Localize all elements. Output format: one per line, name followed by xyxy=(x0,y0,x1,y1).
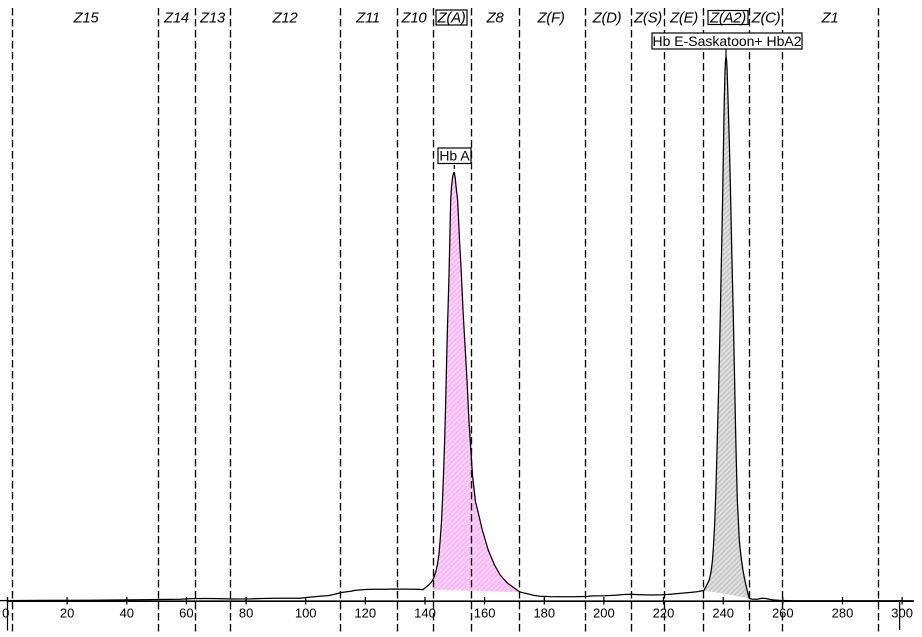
svg-text:300: 300 xyxy=(891,606,913,621)
svg-text:Z15: Z15 xyxy=(73,10,100,27)
svg-text:100: 100 xyxy=(295,606,317,621)
svg-text:Z(A): Z(A) xyxy=(437,10,466,27)
svg-text:Z12: Z12 xyxy=(272,10,299,27)
svg-text:120: 120 xyxy=(354,606,376,621)
svg-text:Z(S): Z(S) xyxy=(633,10,662,27)
svg-text:200: 200 xyxy=(593,606,615,621)
svg-text:40: 40 xyxy=(120,606,134,621)
svg-text:80: 80 xyxy=(239,606,253,621)
svg-text:160: 160 xyxy=(474,606,496,621)
svg-text:0: 0 xyxy=(2,606,9,621)
svg-text:20: 20 xyxy=(60,606,74,621)
svg-text:Z8: Z8 xyxy=(486,10,505,27)
svg-text:Z(E): Z(E) xyxy=(669,10,698,27)
svg-text:220: 220 xyxy=(653,606,675,621)
svg-text:260: 260 xyxy=(772,606,794,621)
svg-text:280: 280 xyxy=(832,606,854,621)
svg-text:Z14: Z14 xyxy=(163,10,189,27)
svg-text:Z(D): Z(D) xyxy=(592,10,622,27)
svg-text:Z(C): Z(C) xyxy=(751,10,781,27)
svg-text:60: 60 xyxy=(179,606,193,621)
svg-text:Z10: Z10 xyxy=(401,10,428,27)
svg-text:240: 240 xyxy=(712,606,734,621)
svg-text:180: 180 xyxy=(533,606,555,621)
svg-text:Hb A: Hb A xyxy=(439,148,470,164)
svg-text:Hb E-Saskatoon+ HbA2: Hb E-Saskatoon+ HbA2 xyxy=(652,33,801,49)
svg-text:140: 140 xyxy=(414,606,436,621)
svg-text:Z11: Z11 xyxy=(355,10,380,27)
svg-text:Z1: Z1 xyxy=(821,10,839,27)
svg-text:Z(A2): Z(A2) xyxy=(709,10,746,27)
svg-text:Z13: Z13 xyxy=(199,10,226,27)
svg-text:Z(F): Z(F) xyxy=(536,10,564,27)
